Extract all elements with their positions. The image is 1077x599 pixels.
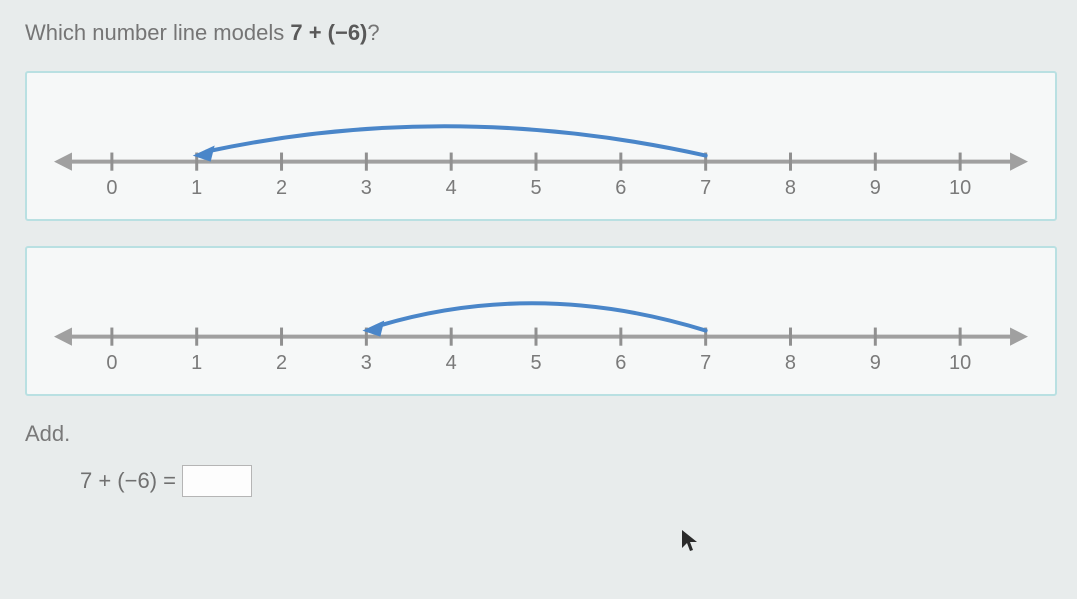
svg-text:2: 2 (276, 177, 287, 199)
svg-text:5: 5 (530, 177, 541, 199)
svg-text:3: 3 (361, 352, 372, 374)
question-expression: 7 + (−6) (290, 20, 367, 45)
svg-text:7: 7 (700, 352, 711, 374)
svg-text:1: 1 (191, 352, 202, 374)
expression-text: 7 + (−6) = (80, 468, 176, 494)
svg-text:6: 6 (615, 352, 626, 374)
svg-text:1: 1 (191, 177, 202, 199)
question-suffix: ? (367, 20, 379, 45)
svg-text:10: 10 (949, 177, 971, 199)
answer-input[interactable] (182, 465, 252, 497)
svg-text:5: 5 (530, 352, 541, 374)
svg-text:9: 9 (870, 352, 881, 374)
question-text: Which number line models 7 + (−6)? (25, 20, 1057, 46)
svg-text:0: 0 (106, 177, 117, 199)
expression-row: 7 + (−6) = (80, 465, 1057, 497)
number-line-a-svg: 0 1 2 3 4 5 6 7 8 9 10 (52, 93, 1030, 204)
svg-text:3: 3 (361, 177, 372, 199)
question-prefix: Which number line models (25, 20, 290, 45)
svg-text:6: 6 (615, 177, 626, 199)
svg-text:4: 4 (446, 177, 457, 199)
number-line-b-svg: 0 1 2 3 4 5 6 7 8 9 10 (52, 268, 1030, 379)
svg-text:9: 9 (870, 177, 881, 199)
svg-text:4: 4 (446, 352, 457, 374)
svg-text:7: 7 (700, 177, 711, 199)
svg-text:8: 8 (785, 177, 796, 199)
svg-text:0: 0 (106, 352, 117, 374)
cursor-icon (680, 528, 700, 554)
add-label: Add. (25, 421, 1057, 447)
number-line-choice-a[interactable]: 0 1 2 3 4 5 6 7 8 9 10 (25, 71, 1057, 221)
svg-text:10: 10 (949, 352, 971, 374)
svg-text:8: 8 (785, 352, 796, 374)
number-line-choice-b[interactable]: 0 1 2 3 4 5 6 7 8 9 10 (25, 246, 1057, 396)
svg-text:2: 2 (276, 352, 287, 374)
